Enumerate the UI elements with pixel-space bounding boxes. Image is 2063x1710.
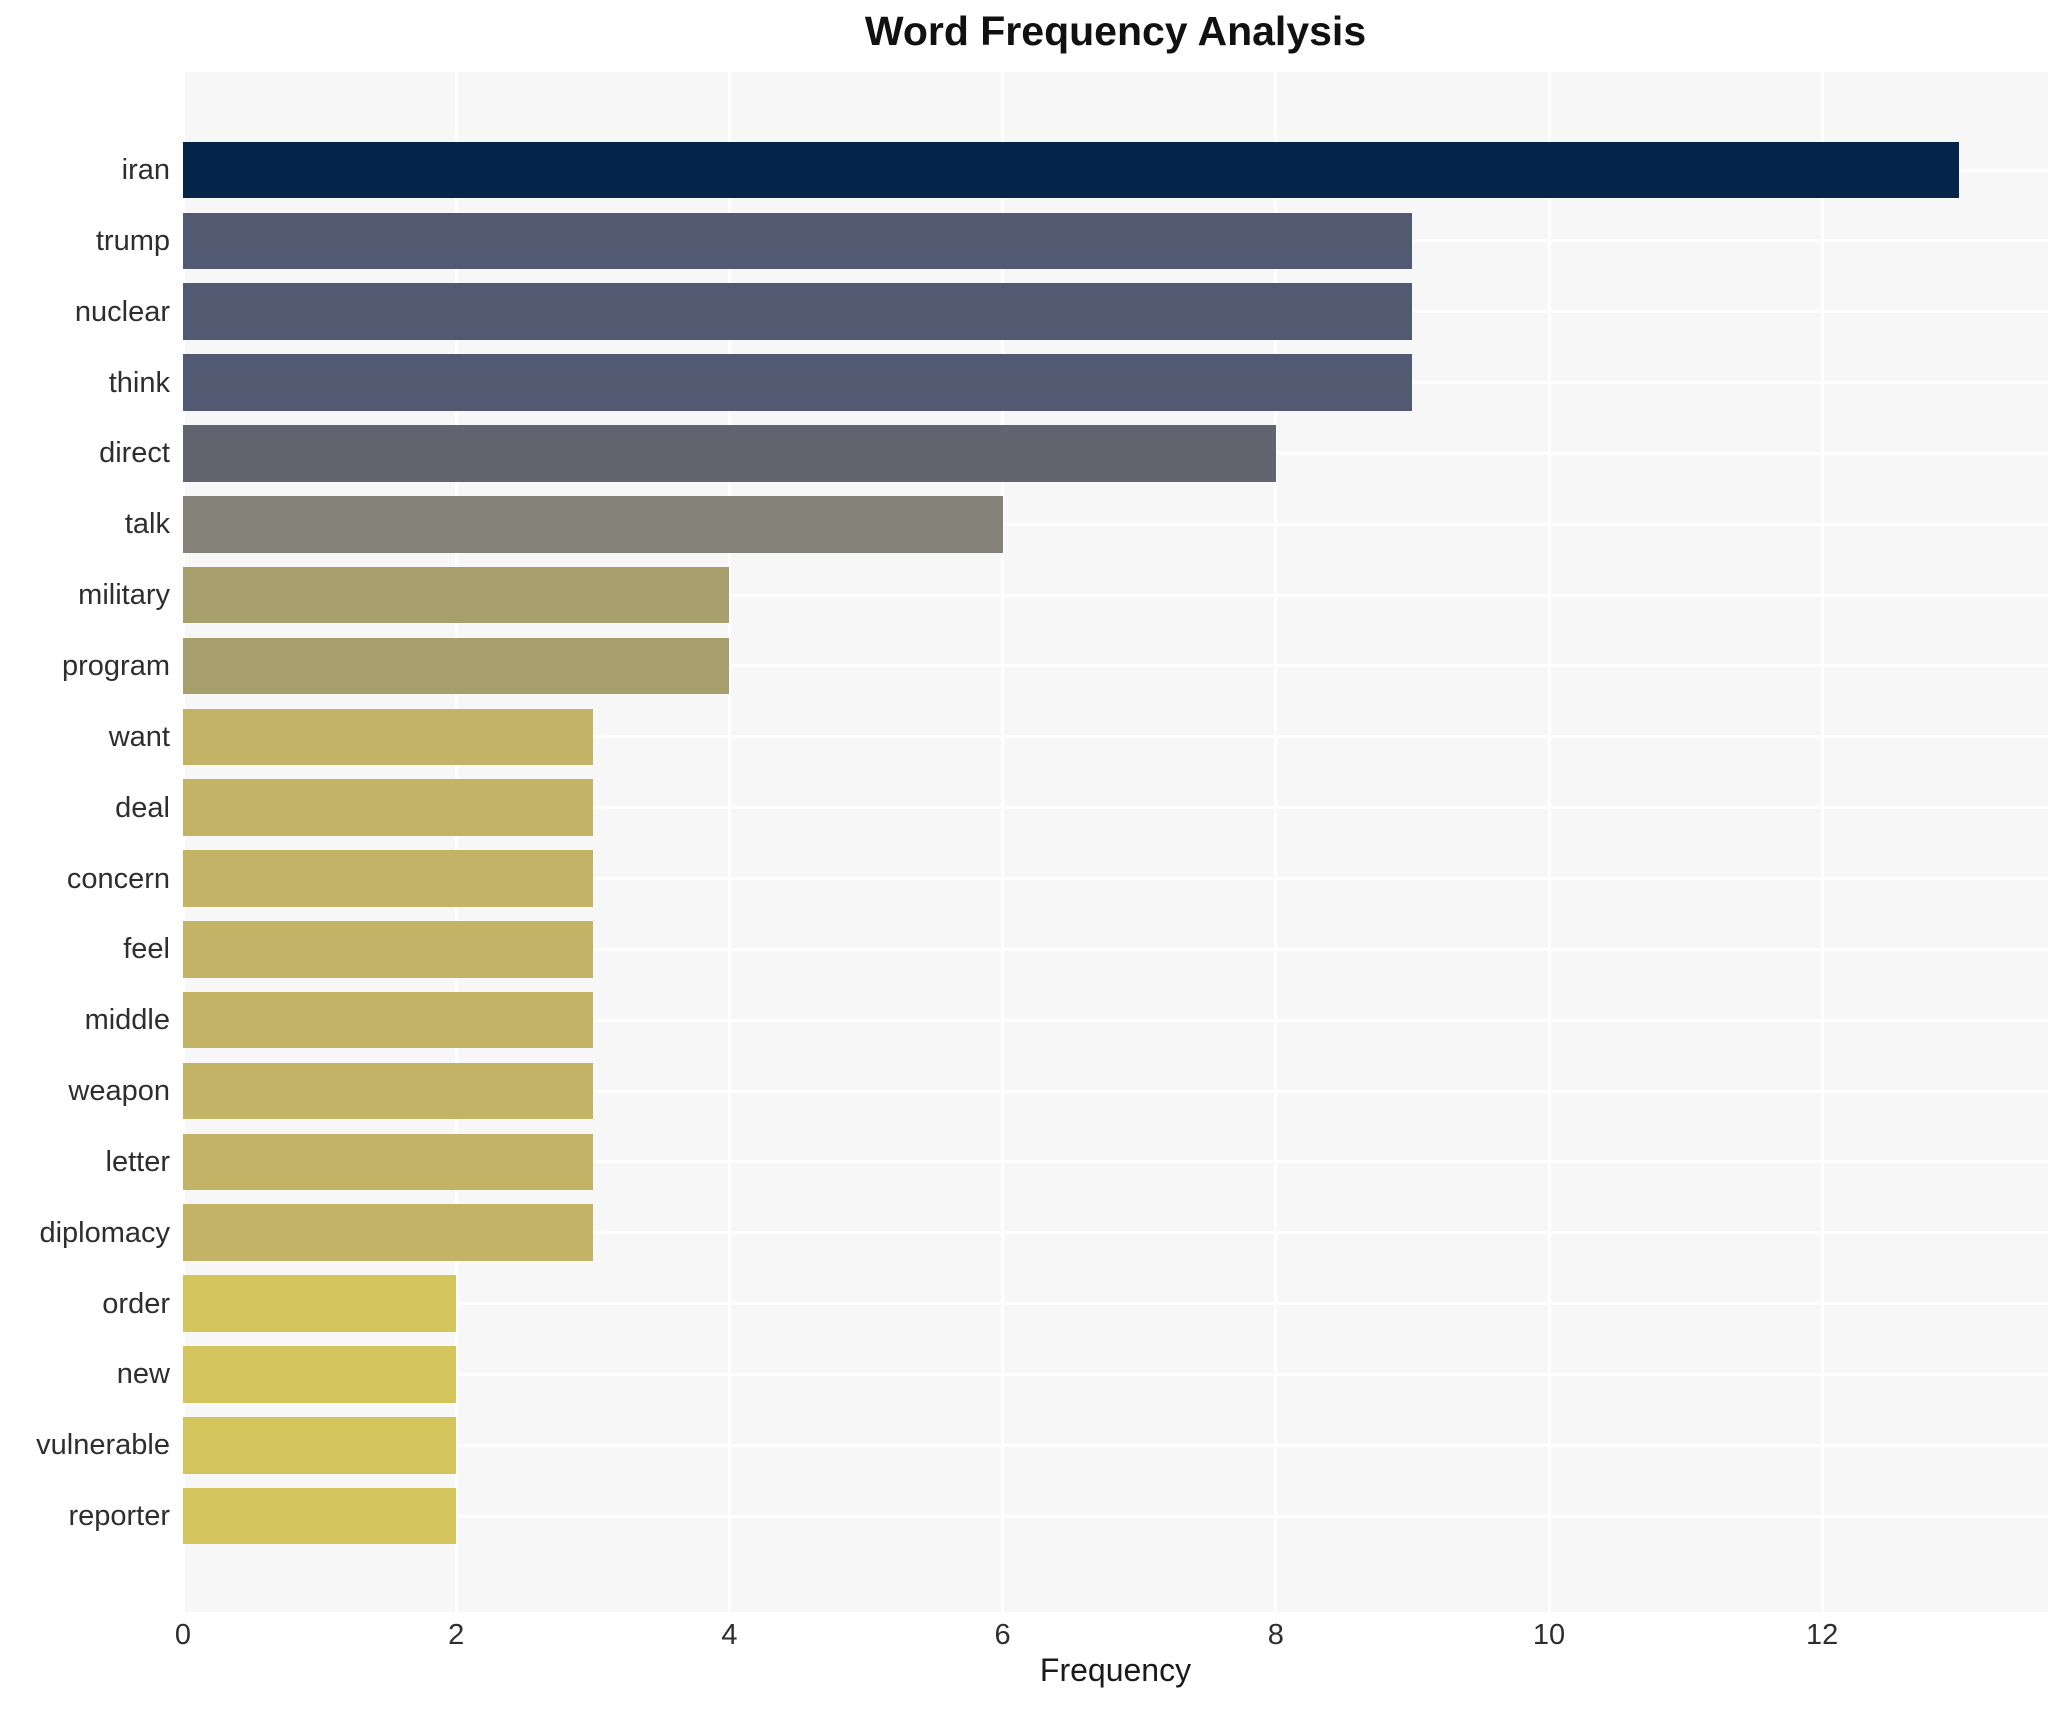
bar-think (183, 354, 1413, 411)
y-gridline (183, 1372, 2048, 1376)
category-label-feel: feel (123, 933, 170, 966)
bar-talk (183, 495, 1003, 553)
category-label-nuclear: nuclear (74, 295, 170, 328)
bar-deal (183, 779, 593, 836)
category-label-deal: deal (115, 791, 170, 824)
y-gridline (183, 664, 2048, 668)
plot-area (181, 72, 2048, 1612)
bar-order (183, 1275, 457, 1332)
category-label-diplomacy: diplomacy (39, 1216, 170, 1249)
bar-trump (183, 212, 1413, 270)
y-gridline (183, 1302, 2048, 1306)
x-gridline (1547, 72, 1551, 1612)
bar-letter (183, 1133, 593, 1191)
category-label-letter: letter (105, 1145, 170, 1178)
y-gridline (183, 593, 2048, 597)
y-gridline (183, 806, 2048, 810)
y-gridline (183, 947, 2048, 951)
x-tick-label-4: 4 (721, 1619, 738, 1651)
x-gridline (727, 72, 731, 1612)
x-tick-label-2: 2 (448, 1619, 465, 1651)
chart-title: Word Frequency Analysis (864, 8, 1367, 54)
category-label-new: new (116, 1358, 170, 1391)
x-tick-label-0: 0 (174, 1619, 192, 1651)
bar-program (183, 637, 730, 695)
bar-middle (183, 991, 593, 1049)
bar-iran (183, 141, 1959, 199)
category-label-direct: direct (99, 437, 170, 470)
category-label-reporter: reporter (68, 1500, 170, 1533)
bar-new (183, 1346, 457, 1403)
bar-reporter (183, 1487, 457, 1545)
category-label-middle: middle (84, 1004, 170, 1037)
x-gridline (1001, 72, 1005, 1612)
category-label-weapon: weapon (68, 1075, 170, 1108)
y-gridline (183, 522, 2048, 526)
category-label-order: order (102, 1287, 170, 1320)
y-gridline (183, 1018, 2048, 1022)
bar-vulnerable (183, 1417, 457, 1474)
bar-nuclear (183, 283, 1413, 340)
x-gridline (1820, 72, 1824, 1612)
bar-military (183, 566, 730, 624)
category-label-vulnerable: vulnerable (36, 1429, 170, 1462)
bar-feel (183, 921, 593, 978)
bar-weapon (183, 1062, 593, 1120)
category-label-think: think (108, 366, 170, 399)
bar-want (183, 708, 593, 766)
bar-concern (183, 850, 593, 907)
y-gridline (183, 1231, 2048, 1235)
category-label-trump: trump (95, 224, 170, 257)
bar-diplomacy (183, 1204, 593, 1262)
y-gridline (183, 1089, 2048, 1093)
x-tick-label-10: 10 (1532, 1619, 1566, 1651)
x-gridline (1274, 72, 1278, 1612)
x-tick-label-6: 6 (994, 1619, 1011, 1651)
category-label-concern: concern (66, 862, 170, 895)
y-gridline (183, 735, 2048, 739)
x-tick-label-12: 12 (1806, 1619, 1839, 1651)
bar-direct (183, 425, 1276, 482)
y-gridline (183, 1160, 2048, 1164)
y-gridline (183, 1514, 2048, 1518)
category-label-talk: talk (124, 508, 170, 541)
category-label-want: want (108, 720, 170, 753)
category-label-program: program (62, 649, 170, 682)
category-label-military: military (78, 579, 170, 612)
y-gridline (183, 877, 2048, 880)
x-gridline (181, 72, 185, 1612)
x-axis-label: Frequency (1039, 1652, 1192, 1688)
x-tick-label-8: 8 (1267, 1619, 1284, 1651)
category-label-iran: iran (121, 154, 170, 186)
x-gridline (454, 72, 458, 1612)
y-gridline (183, 1443, 2048, 1447)
